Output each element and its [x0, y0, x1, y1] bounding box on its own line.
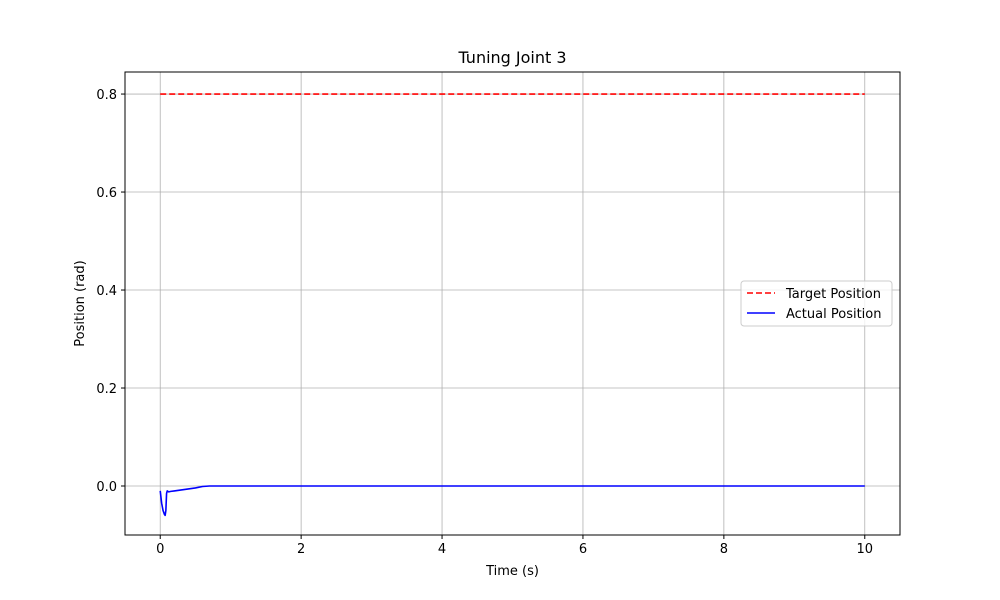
- x-tick-label: 6: [579, 542, 587, 557]
- y-axis-ticks: 0.0 0.2 0.4 0.6 0.8: [96, 88, 125, 495]
- y-tick-label: 0.0: [96, 480, 117, 495]
- legend-entry: Target Position: [785, 287, 881, 302]
- x-tick-label: 10: [856, 542, 873, 557]
- y-tick-label: 0.6: [96, 186, 117, 201]
- x-tick-label: 8: [720, 542, 728, 557]
- y-tick-label: 0.2: [96, 382, 117, 397]
- y-tick-label: 0.4: [96, 284, 117, 299]
- x-axis-ticks: 0 2 4 6 8 10: [156, 535, 873, 557]
- series-lines: [159, 93, 865, 517]
- x-axis-label: Time (s): [485, 564, 539, 579]
- plot-area-frame: [124, 71, 901, 536]
- legend-entry: Actual Position: [786, 307, 881, 322]
- x-tick-label: 0: [156, 542, 164, 557]
- legend-box: [740, 280, 893, 327]
- chart-title: Tuning Joint 3: [457, 48, 566, 67]
- y-axis-label: Position (rad): [73, 260, 88, 346]
- x-tick-label: 2: [297, 542, 305, 557]
- y-tick-label: 0.8: [96, 88, 117, 103]
- x-tick-label: 4: [438, 542, 446, 557]
- legend: Target Position Actual Position: [740, 280, 893, 327]
- series-line-actual-position: [159, 485, 865, 517]
